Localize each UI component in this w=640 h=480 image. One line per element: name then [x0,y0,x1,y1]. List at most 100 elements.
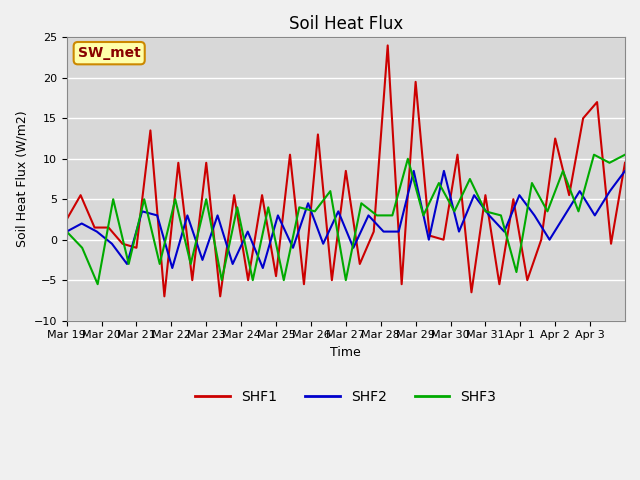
SHF3 [420,213,428,218]
SHF2 [335,208,342,214]
SHF2 [470,192,478,198]
SHF3 [543,208,551,214]
SHF3 [94,281,102,287]
SHF3 [156,261,164,267]
SHF1 [230,192,238,198]
SHF3 [358,200,365,206]
SHF3 [342,277,349,283]
Y-axis label: Soil Heat Flux (W/m2): Soil Heat Flux (W/m2) [15,111,28,247]
SHF3 [109,196,117,202]
SHF3 [202,196,210,202]
SHF3 [388,213,396,218]
SHF2 [591,213,598,218]
SHF1 [202,160,210,166]
SHF1 [314,132,322,137]
SHF3 [513,269,520,275]
SHF3 [125,261,132,267]
SHF1 [593,99,601,105]
X-axis label: Time: Time [330,346,361,359]
SHF3 [621,152,629,157]
Title: Soil Heat Flux: Soil Heat Flux [289,15,403,33]
Legend: SHF1, SHF2, SHF3: SHF1, SHF2, SHF3 [190,384,502,409]
SHF3 [404,156,412,162]
SHF1 [132,245,140,251]
SHF2 [576,188,584,194]
SHF1 [258,192,266,198]
SHF3 [63,228,70,234]
SHF2 [63,228,70,234]
SHF3 [326,188,334,194]
SHF2 [349,245,357,251]
SHF2 [289,245,297,251]
SHF2 [304,200,312,206]
SHF3 [140,196,148,202]
Line: SHF2: SHF2 [67,171,625,268]
SHF2 [516,192,524,198]
SHF1 [147,128,154,133]
SHF2 [93,228,100,234]
SHF1 [468,289,476,295]
SHF1 [384,43,392,48]
Line: SHF1: SHF1 [67,46,625,296]
SHF1 [495,281,503,287]
SHF2 [380,228,387,234]
SHF3 [528,180,536,186]
SHF1 [286,152,294,157]
SHF3 [575,208,582,214]
SHF1 [524,277,531,283]
SHF3 [187,261,195,267]
SHF3 [218,277,225,283]
SHF3 [249,277,257,283]
SHF3 [435,180,443,186]
SHF3 [559,168,567,174]
SHF2 [395,228,403,234]
SHF1 [579,115,587,121]
SHF1 [91,225,99,230]
SHF2 [274,213,282,218]
SHF1 [272,273,280,279]
SHF3 [234,204,241,210]
SHF3 [590,152,598,157]
SHF3 [296,204,303,210]
SHF2 [561,213,568,218]
SHF1 [552,136,559,142]
SHF1 [161,293,168,299]
SHF2 [198,257,206,263]
SHF1 [300,281,308,287]
SHF1 [77,192,84,198]
SHF2 [621,168,629,174]
SHF2 [531,213,538,218]
SHF1 [481,192,489,198]
SHF1 [412,79,419,85]
SHF1 [63,216,70,222]
SHF1 [370,228,378,234]
SHF2 [138,208,146,214]
SHF2 [244,228,252,234]
SHF3 [311,208,319,214]
SHF3 [373,213,381,218]
SHF2 [168,265,176,271]
SHF2 [410,168,417,174]
SHF2 [259,265,267,271]
SHF1 [398,281,406,287]
SHF3 [451,208,458,214]
Text: SW_met: SW_met [78,46,141,60]
SHF1 [216,293,224,299]
SHF1 [454,152,461,157]
SHF1 [426,233,433,239]
SHF1 [328,277,336,283]
SHF1 [244,277,252,283]
SHF1 [565,192,573,198]
SHF1 [621,160,629,166]
SHF2 [154,213,161,218]
SHF1 [356,261,364,267]
SHF2 [319,241,327,247]
SHF2 [440,168,448,174]
SHF2 [123,261,131,267]
Line: SHF3: SHF3 [67,155,625,284]
SHF2 [108,241,116,247]
SHF2 [184,213,191,218]
SHF2 [606,188,614,194]
SHF3 [605,160,613,166]
SHF2 [500,228,508,234]
